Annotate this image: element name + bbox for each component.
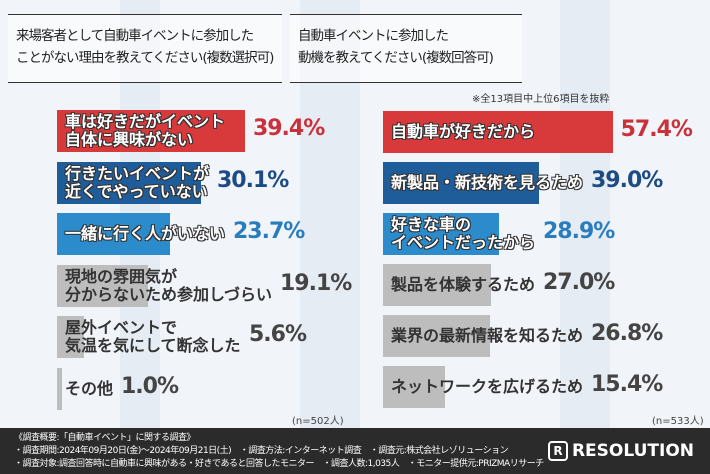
right-bar xyxy=(383,315,491,357)
value-label: 1.0% xyxy=(121,374,179,399)
bar-label: 現地の雰囲気が 分からないため参加しづらい xyxy=(65,265,272,307)
bar-label-line: 業界の最新情報を知るため xyxy=(391,326,584,345)
bar-label-line: 気温を気にして断念した xyxy=(65,336,241,356)
footer-text: 《調査概要:「自動車イベント」に関する調査》 ・調査期間:2024年09月20日… xyxy=(14,432,574,471)
bar-label: 屋外イベントで 気温を気にして断念した xyxy=(65,316,241,358)
background-stripe xyxy=(560,0,610,428)
bar-label: 新製品・新技術を見るため xyxy=(391,162,583,204)
right-bar-row: ネットワークを広げるため 15.4% xyxy=(383,366,703,408)
left-bar-row: その他 1.0% xyxy=(57,368,377,410)
left-bar-row: 一緒に行く人がいない 23.7% xyxy=(57,213,377,256)
bar-label: ネットワークを広げるため xyxy=(391,366,583,408)
left-bar xyxy=(57,264,149,307)
bar-label: 業界の最新情報を知るため xyxy=(391,315,583,357)
left-bar-row: 屋外イベントで 気温を気にして断念した 5.6% xyxy=(57,316,377,359)
left-bar-row: 現地の雰囲気が 分からないため参加しづらい 19.1% xyxy=(57,264,377,307)
bar-label-line: ネットワークを広げるため xyxy=(391,377,584,396)
left-question-line: 来場客者として自動車イベントに参加した xyxy=(16,28,254,44)
footer-line: ・調査対象:調査回答時に自動車に興味がある・好きであると回答したモニター ・調査… xyxy=(14,459,544,469)
bar-label: 好きな車の イベントだったから xyxy=(391,213,535,255)
bar-label-line: 行きたいイベントが xyxy=(65,163,210,183)
left-sample-size: (n=502人) xyxy=(292,416,344,427)
extraction-note: ※全13項目中上位6項目を抜粋 xyxy=(472,94,610,105)
right-bar xyxy=(383,366,445,408)
value-label: 57.4% xyxy=(620,117,693,142)
bar-label-line: 好きな車の xyxy=(391,215,472,234)
survey-footer: 《調査概要:「自動車イベント」に関する調査》 ・調査期間:2024年09月20日… xyxy=(0,428,710,474)
bar-label-line: 屋外イベントで xyxy=(65,318,178,338)
footer-line: ・調査期間:2024年09月20日(金)～2024年09月21日(土) ・調査方… xyxy=(14,446,509,456)
bar-label-line: 現地の雰囲気が xyxy=(65,266,178,286)
left-question-line: ことがない理由を教えてください(複数選択可) xyxy=(16,50,274,66)
right-bar-row: 自動車が好きだから 57.4% xyxy=(383,111,703,153)
value-label: 19.1% xyxy=(280,270,352,296)
left-bar-row: 車は好きだがイベント 自体に興味がない 39.4% xyxy=(57,110,377,152)
value-label: 28.9% xyxy=(543,219,615,244)
right-question-line: 動機を教えてください(複数回答可) xyxy=(298,50,494,66)
value-label: 39.0% xyxy=(591,168,663,193)
right-sample-size: (n=533人) xyxy=(652,416,704,427)
bar-label-line: 自体に興味がない xyxy=(65,130,194,149)
left-bar xyxy=(57,213,171,256)
bar-label-line: 一緒に行く人がいない xyxy=(65,224,226,244)
bar-label: 車は好きだがイベント 自体に興味がない xyxy=(65,110,225,152)
bar-label: 一緒に行く人がいない xyxy=(65,213,225,255)
bar-label-line: 車は好きだがイベント xyxy=(65,112,226,131)
right-bar-row: 製品を体験するため 27.0% xyxy=(383,264,703,306)
left-bar xyxy=(57,316,84,359)
right-question-line: 自動車イベントに参加した xyxy=(298,28,449,44)
right-bar xyxy=(383,264,491,306)
bar-label-line: 近くでやっていない xyxy=(65,181,208,201)
right-bar-row: 業界の最新情報を知るため 26.8% xyxy=(383,315,703,357)
right-bar xyxy=(383,213,499,255)
left-bar xyxy=(57,161,201,204)
bar-label-line: 製品を体験するため xyxy=(391,275,536,294)
right-question-box: 自動車イベントに参加した 動機を教えてください(複数回答可) xyxy=(290,14,522,83)
value-label: 15.4% xyxy=(591,372,663,397)
left-bar xyxy=(57,110,245,152)
left-bar xyxy=(57,368,62,410)
logo-mark-icon: R xyxy=(547,441,568,461)
value-label: 23.7% xyxy=(233,219,305,245)
right-bar xyxy=(383,162,539,204)
bar-label-line: 自動車が好きだから xyxy=(391,122,536,141)
bar-label: その他 xyxy=(65,368,113,410)
bar-label-line: イベントだったから xyxy=(391,233,536,252)
value-label: 39.4% xyxy=(252,116,325,141)
bar-label: 製品を体験するため xyxy=(391,264,535,306)
right-bar-row: 新製品・新技術を見るため 39.0% xyxy=(383,162,703,204)
right-bar-row: 好きな車の イベントだったから 28.9% xyxy=(383,213,703,255)
resolution-logo: R RESOLUTION xyxy=(547,441,694,461)
value-label: 26.8% xyxy=(591,321,663,346)
left-question-box: 来場客者として自動車イベントに参加した ことがない理由を教えてください(複数選択… xyxy=(8,14,282,83)
value-label: 27.0% xyxy=(543,270,615,295)
bar-label: 行きたいイベントが 近くでやっていない xyxy=(65,162,209,204)
logo-text: RESOLUTION xyxy=(571,441,694,461)
bar-label-line: その他 xyxy=(65,379,114,398)
value-label: 30.1% xyxy=(217,167,289,193)
bar-label-line: 新製品・新技術を見るため xyxy=(391,173,584,192)
right-bar xyxy=(383,111,613,153)
value-label: 5.6% xyxy=(249,322,307,348)
bar-label: 自動車が好きだから xyxy=(391,111,535,153)
left-bar-row: 行きたいイベントが 近くでやっていない 30.1% xyxy=(57,161,377,204)
footer-line: 《調査概要:「自動車イベント」に関する調査》 xyxy=(14,433,196,443)
bar-label-line: 分からないため参加しづらい xyxy=(65,284,273,304)
